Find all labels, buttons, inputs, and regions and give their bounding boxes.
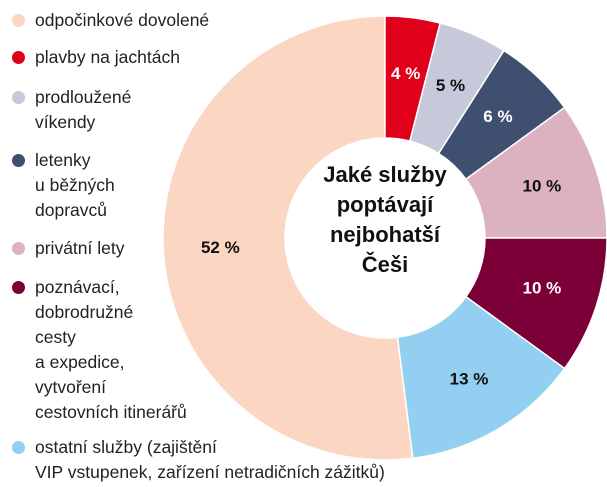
- legend-swatch: [12, 154, 25, 167]
- legend-label: odpočinkové dovolené: [35, 10, 210, 30]
- legend-swatch: [12, 281, 25, 294]
- legend-label: ostatní služby (zajištění VIP vstupenek,…: [35, 437, 385, 482]
- legend-swatch: [12, 441, 25, 454]
- data-label: 6 %: [483, 107, 512, 126]
- legend-item: prodloužené víkendy: [8, 85, 131, 135]
- legend-item: plavby na jachtách: [8, 45, 180, 70]
- data-label: 10 %: [523, 278, 562, 297]
- data-label: 13 %: [450, 370, 489, 389]
- legend-swatch: [12, 242, 25, 255]
- legend-label: poznávací, dobrodružné cesty a expedice,…: [35, 277, 187, 422]
- legend-label: plavby na jachtách: [35, 47, 180, 67]
- donut-slice: [162, 15, 414, 461]
- data-label: 10 %: [523, 176, 562, 195]
- data-label: 4 %: [391, 64, 420, 83]
- donut-slice: [396, 295, 566, 460]
- legend-label: privátní lety: [35, 238, 125, 258]
- legend-item: letenky u běžných dopravců: [8, 148, 115, 223]
- legend-label: prodloužené víkendy: [35, 87, 132, 132]
- legend-item: ostatní služby (zajištění VIP vstupenek,…: [8, 435, 385, 485]
- chart-title: Jaké služby poptávají nejbohatší Češi: [323, 162, 447, 277]
- legend-label: letenky u běžných dopravců: [35, 150, 115, 220]
- legend-item: privátní lety: [8, 236, 124, 261]
- legend-swatch: [12, 91, 25, 104]
- legend-swatch: [12, 14, 25, 27]
- legend-item: poznávací, dobrodružné cesty a expedice,…: [8, 275, 187, 425]
- data-label: 5 %: [436, 76, 465, 95]
- legend-item: odpočinkové dovolené: [8, 8, 209, 33]
- legend-swatch: [12, 51, 25, 64]
- data-label: 52 %: [201, 238, 240, 257]
